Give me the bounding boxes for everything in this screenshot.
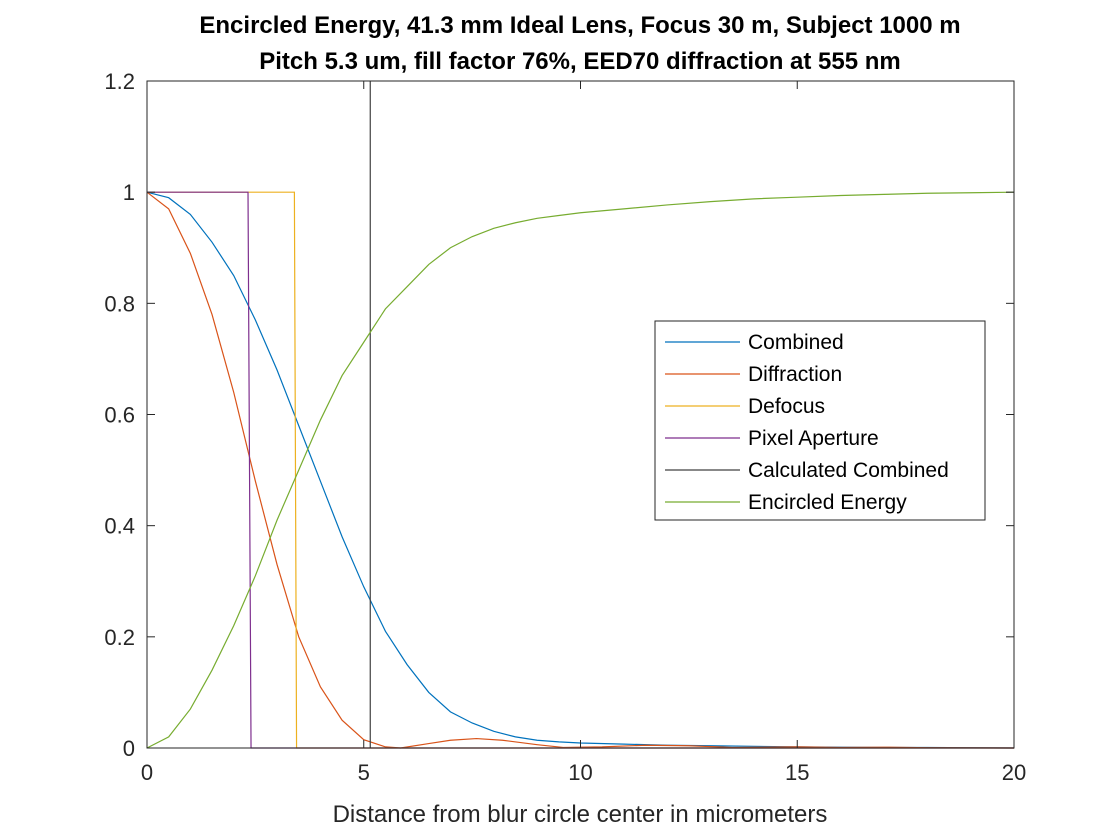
x-tick-label: 0 <box>141 760 153 785</box>
series-line-encircled-energy <box>146 191 1015 749</box>
series-line-diffraction <box>146 191 1015 749</box>
legend-box <box>654 320 986 521</box>
x-tick-label: 20 <box>1002 760 1026 785</box>
y-tick-label: 0.8 <box>104 291 135 316</box>
legend: Combined Diffraction Defocus Pixel Aperture… <box>654 320 986 521</box>
y-tick-label: 1 <box>123 180 135 205</box>
x-tick-label: 5 <box>358 760 370 785</box>
x-tick-label: 10 <box>568 760 592 785</box>
legend-label: Defocus <box>748 395 825 418</box>
legend-label: Combined <box>748 331 844 354</box>
series-layer <box>146 81 1015 749</box>
chart-title: Encircled Energy, 41.3 mm Ideal Lens, Fo… <box>199 12 960 39</box>
chart-subtitle: Pitch 5.3 um, fill factor 76%, EED70 dif… <box>259 48 901 75</box>
y-tick-label: 0.4 <box>104 514 135 539</box>
legend-label: Calculated Combined <box>748 459 949 482</box>
legend-label: Diffraction <box>748 363 842 386</box>
y-tick-label: 0 <box>123 736 135 761</box>
legend-label: Encircled Energy <box>748 491 907 514</box>
y-tick-label: 1.2 <box>104 69 135 94</box>
y-tick-label: 0.6 <box>104 403 135 428</box>
ticks-layer: 0 5 10 15 20 0 0.2 0.4 0.6 0.8 1 1.2 <box>104 69 1026 785</box>
y-tick-label: 0.2 <box>104 625 135 650</box>
legend-label: Pixel Aperture <box>748 427 879 450</box>
x-axis-label: Distance from blur circle center in micr… <box>333 801 828 828</box>
x-tick-label: 15 <box>785 760 809 785</box>
